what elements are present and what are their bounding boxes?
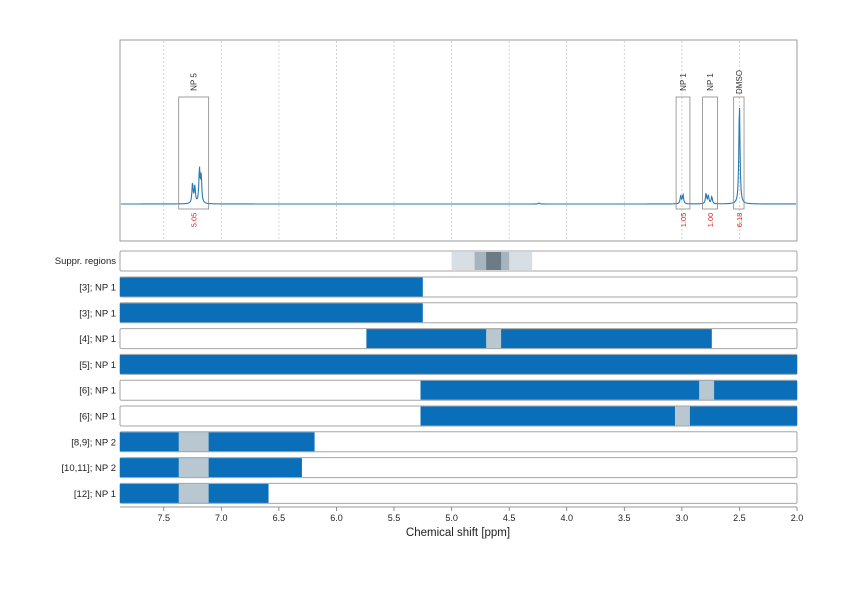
integral-box-0 — [178, 96, 210, 210]
track-row-5: [6]; NP 1 — [79, 405, 798, 427]
suppression-track-label: Suppr. regions — [55, 256, 117, 267]
track-row-7: [10,11]; NP 2 — [61, 457, 798, 479]
track-bar — [420, 380, 797, 400]
track-gap — [699, 380, 715, 400]
track-bar — [120, 303, 423, 323]
integral-label-0: NP 5 — [190, 73, 199, 91]
track-label: [10,11]; NP 2 — [61, 463, 116, 474]
track-gap — [178, 432, 209, 452]
track-row-3: [5]; NP 1 — [79, 353, 798, 375]
x-tick-label-6: 4.5 — [503, 513, 516, 523]
track-bar — [120, 277, 423, 297]
track-bar — [366, 329, 712, 349]
x-tick-label-1: 7.0 — [215, 513, 228, 523]
integral-box-1 — [675, 96, 691, 210]
x-tick-label-11: 2.0 — [791, 513, 804, 523]
track-row-8: [12]; NP 1 — [74, 482, 798, 504]
integral-label-1: NP 1 — [679, 73, 688, 91]
spectrum-plot — [121, 108, 796, 205]
track-label: [12]; NP 1 — [74, 489, 116, 500]
suppression-region-2 — [486, 252, 502, 270]
track-bar — [120, 458, 302, 478]
x-tick-label-8: 3.5 — [618, 513, 631, 523]
track-gap — [178, 458, 209, 478]
assignment-tracks: [3]; NP 1 [3]; NP 1 [4]; NP 1 [5]; NP 1 [6];… — [61, 276, 798, 504]
x-axis: 7.5 7.0 6.5 6.0 5.5 5.0 4.5 4.0 3.5 3.0 2.5 2.0 — [120, 506, 804, 523]
integral-label-3: DMSO — [735, 70, 744, 94]
track-label: [4]; NP 1 — [79, 334, 116, 345]
integral-value-0: 5.05 — [190, 213, 199, 228]
track-row-1: [3]; NP 1 — [79, 302, 798, 324]
track-label: [3]; NP 1 — [79, 283, 116, 294]
integral-value-1: 1.05 — [679, 213, 688, 228]
track-row-2: [4]; NP 1 — [79, 328, 798, 350]
integral-box-3 — [733, 96, 745, 210]
x-tick-label-4: 5.5 — [388, 513, 401, 523]
integral-regions: NP 5 5.05 NP 1 1.05 NP 1 1.00 DMSO 6.18 — [178, 70, 745, 228]
x-tick-label-10: 2.5 — [733, 513, 746, 523]
track-label: [6]; NP 1 — [79, 386, 116, 397]
x-tick-label-5: 5.0 — [445, 513, 458, 523]
x-tick-label-9: 3.0 — [676, 513, 689, 523]
x-tick-label-2: 6.5 — [273, 513, 286, 523]
track-gap — [674, 406, 690, 426]
track-label: [5]; NP 1 — [79, 360, 116, 371]
track-label: [3]; NP 1 — [79, 308, 116, 319]
spectrum-panel — [119, 39, 798, 242]
track-label: [8,9]; NP 2 — [71, 437, 116, 448]
track-bar — [120, 354, 797, 374]
track-bar — [420, 406, 797, 426]
x-tick-label-7: 4.0 — [560, 513, 573, 523]
track-bar — [120, 432, 315, 452]
track-label: [6]; NP 1 — [79, 412, 116, 423]
x-tick-label-3: 6.0 — [330, 513, 343, 523]
x-axis-label: Chemical shift [ppm] — [406, 527, 510, 539]
integral-value-2: 1.00 — [706, 213, 715, 228]
track-gap — [486, 329, 502, 349]
track-row-0: [3]; NP 1 — [79, 276, 798, 298]
track-gap — [178, 483, 209, 503]
integral-label-2: NP 1 — [706, 73, 715, 91]
track-row-4: [6]; NP 1 — [79, 379, 798, 401]
integral-box-2 — [702, 96, 718, 210]
spectrum-line — [121, 108, 796, 205]
suppression-track: Suppr. regions — [55, 250, 798, 272]
integral-value-3: 6.18 — [735, 213, 744, 228]
track-row-6: [8,9]; NP 2 — [71, 431, 798, 453]
x-tick-label-0: 7.5 — [157, 513, 170, 523]
grid-lines — [163, 41, 798, 240]
